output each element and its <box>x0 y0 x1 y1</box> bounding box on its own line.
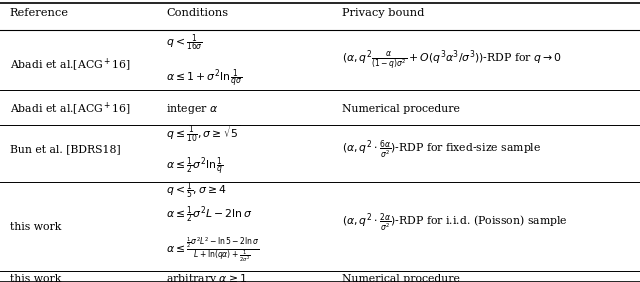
Text: $q < \frac{1}{16\sigma}$: $q < \frac{1}{16\sigma}$ <box>166 33 204 54</box>
Text: $\alpha \leq \frac{\frac{1}{2}\sigma^2 L^2 - \ln 5 - 2\ln\sigma}{L + \ln(q\alpha: $\alpha \leq \frac{\frac{1}{2}\sigma^2 L… <box>166 235 260 264</box>
Text: Bun et al. [BDRS18]: Bun et al. [BDRS18] <box>10 144 120 155</box>
Text: Abadi et al.[ACG$^+$16]: Abadi et al.[ACG$^+$16] <box>10 56 131 73</box>
Text: Reference: Reference <box>10 8 68 18</box>
Text: this work: this work <box>10 274 61 282</box>
Text: Numerical procedure: Numerical procedure <box>342 274 460 282</box>
Text: $(\alpha, q^2 \frac{\alpha}{(1-q)\sigma^2} + O(q^3\alpha^3/\sigma^3))$-RDP for $: $(\alpha, q^2 \frac{\alpha}{(1-q)\sigma^… <box>342 48 563 73</box>
Text: $q < \frac{1}{5}, \sigma \geq 4$: $q < \frac{1}{5}, \sigma \geq 4$ <box>166 180 227 202</box>
Text: arbitrary $\alpha \geq 1$: arbitrary $\alpha \geq 1$ <box>166 272 248 282</box>
Text: Privacy bound: Privacy bound <box>342 8 425 18</box>
Text: this work: this work <box>10 222 61 232</box>
Text: $\alpha \leq \frac{1}{2}\sigma^2 L - 2\ln\sigma$: $\alpha \leq \frac{1}{2}\sigma^2 L - 2\l… <box>166 205 253 226</box>
Text: $(\alpha, q^2 \cdot \frac{2\alpha}{\sigma^2})$-RDP for i.i.d. (Poisson) sample: $(\alpha, q^2 \cdot \frac{2\alpha}{\sigm… <box>342 212 568 234</box>
Text: $\alpha \leq \frac{1}{2}\sigma^2 \ln \frac{1}{q}$: $\alpha \leq \frac{1}{2}\sigma^2 \ln \fr… <box>166 155 224 178</box>
Text: Numerical procedure: Numerical procedure <box>342 103 460 114</box>
Text: $q \leq \frac{1}{10}, \sigma \geq \sqrt{5}$: $q \leq \frac{1}{10}, \sigma \geq \sqrt{… <box>166 123 241 144</box>
Text: integer $\alpha$: integer $\alpha$ <box>166 102 219 116</box>
Text: Abadi et al.[ACG$^+$16]: Abadi et al.[ACG$^+$16] <box>10 100 131 117</box>
Text: $\alpha \leq 1 + \sigma^2 \ln \frac{1}{q\sigma}$: $\alpha \leq 1 + \sigma^2 \ln \frac{1}{q… <box>166 68 243 90</box>
Text: $(\alpha, q^2 \cdot \frac{6\alpha}{\sigma^2})$-RDP for fixed-size sample: $(\alpha, q^2 \cdot \frac{6\alpha}{\sigm… <box>342 138 541 161</box>
Text: Conditions: Conditions <box>166 8 228 18</box>
